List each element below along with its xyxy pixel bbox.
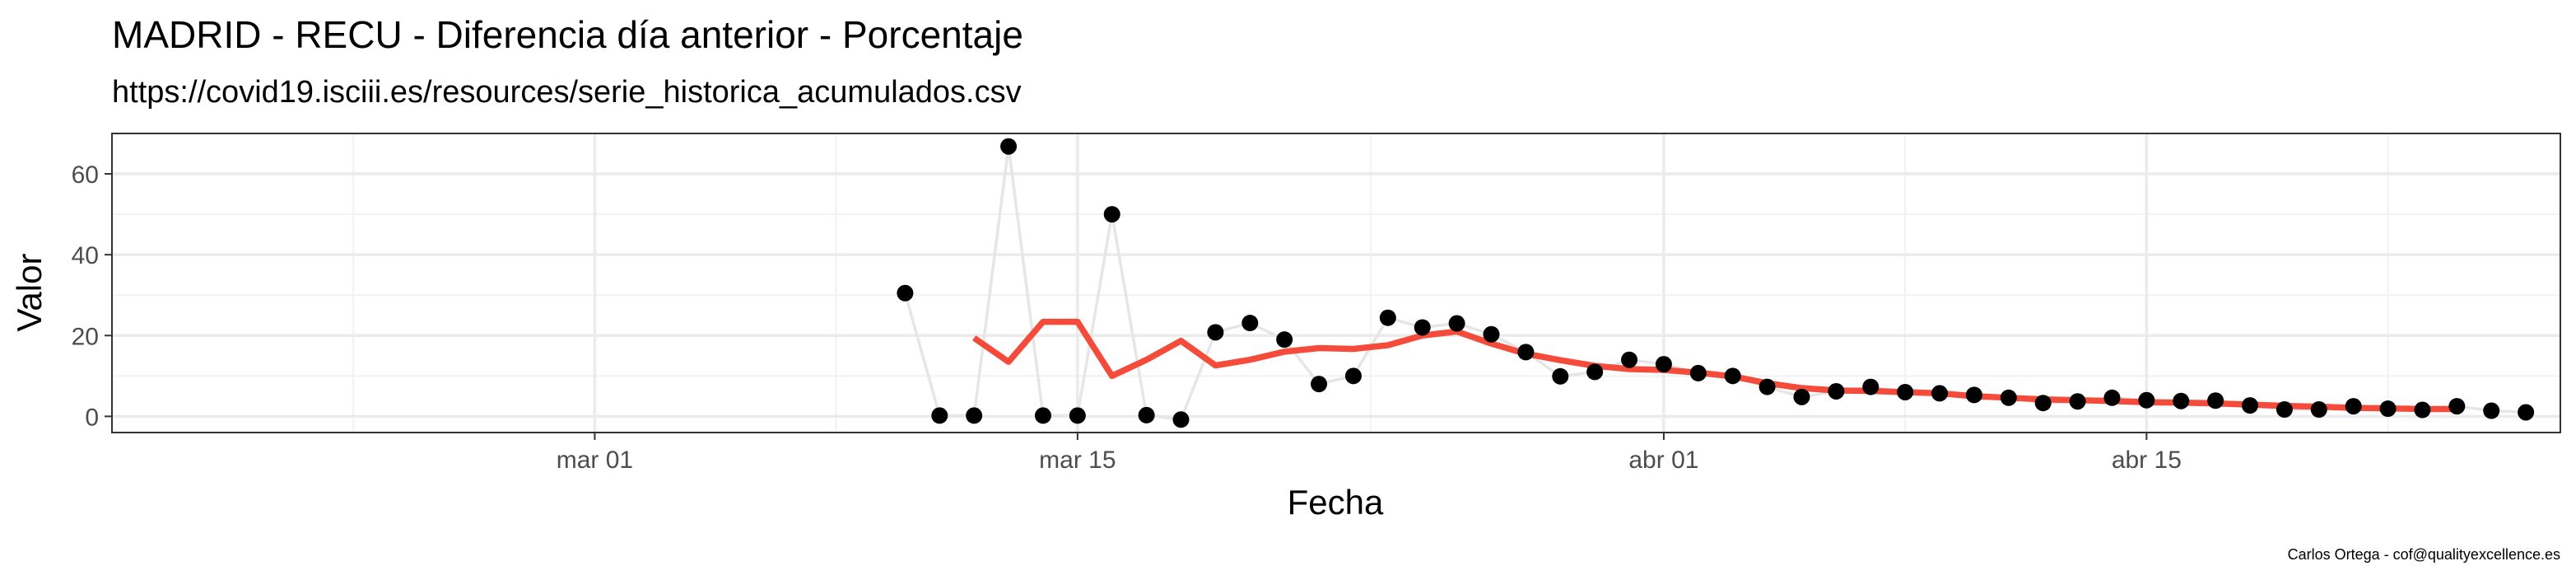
data-point: [1552, 367, 1569, 385]
chart-title: MADRID - RECU - Diferencia día anterior …: [112, 13, 1023, 56]
x-tick-label: mar 01: [557, 447, 633, 474]
chart-subtitle: https://covid19.isciii.es/resources/seri…: [112, 75, 1022, 110]
data-point: [1965, 386, 1982, 404]
y-tick-label: 60: [72, 161, 99, 189]
data-point: [1414, 319, 1431, 336]
data-point: [2518, 404, 2535, 421]
data-point: [1276, 331, 1293, 348]
data-point: [2138, 391, 2155, 409]
data-point: [1621, 351, 1638, 368]
data-point: [2242, 397, 2259, 414]
x-tick-label: abr 15: [2112, 447, 2182, 474]
y-tick-label: 0: [85, 404, 99, 431]
data-point: [1724, 367, 1741, 385]
grid-lines: [112, 133, 2560, 433]
data-point: [2345, 398, 2362, 415]
chart-caption: Carlos Ortega - cof@qualityexcellence.es: [2288, 546, 2560, 563]
data-point: [1586, 363, 1604, 381]
data-point: [2310, 401, 2327, 419]
data-point: [1758, 378, 1776, 395]
data-point: [2000, 389, 2017, 406]
data-point: [2173, 392, 2190, 409]
data-point: [2483, 402, 2500, 419]
data-point: [1931, 385, 1949, 402]
data-point: [1034, 407, 1051, 424]
data-point: [966, 407, 983, 424]
x-axis-title: Fecha: [1288, 483, 1384, 522]
data-point: [1311, 376, 1328, 393]
data-point: [1793, 388, 1810, 405]
data-point: [931, 407, 948, 424]
data-point: [1483, 325, 1500, 343]
data-point: [1207, 324, 1224, 341]
data-point: [2379, 400, 2397, 418]
x-tick-label: mar 15: [1039, 447, 1116, 474]
x-tick-label: abr 01: [1628, 447, 1698, 474]
data-point: [2276, 401, 2293, 419]
data-points: [897, 138, 2535, 428]
axes: 0 20 40 60 mar 01 mar 15 abr 01 abr 15: [72, 133, 2561, 474]
data-point: [1172, 411, 1190, 428]
y-axis-title: Valor: [10, 254, 49, 332]
data-point: [2103, 389, 2121, 406]
data-point: [2034, 395, 2052, 412]
y-tick-label: 40: [72, 242, 99, 269]
data-point: [2207, 392, 2224, 409]
data-point: [1862, 378, 1880, 395]
data-point: [1448, 315, 1465, 332]
data-point: [1655, 356, 1672, 373]
data-point: [897, 284, 914, 302]
data-point: [1517, 344, 1535, 361]
data-point: [2069, 393, 2086, 410]
y-tick-label: 20: [72, 323, 99, 350]
data-point: [2414, 401, 2431, 419]
data-point: [1241, 315, 1259, 332]
panel-border: [111, 133, 2561, 433]
data-point: [1828, 382, 1845, 400]
data-point: [1138, 406, 1155, 423]
data-point: [1103, 206, 1120, 223]
data-point: [1379, 309, 1396, 326]
data-point: [1000, 138, 1018, 155]
data-point: [1689, 364, 1707, 381]
data-point: [1344, 367, 1362, 385]
panel-background-rect: [112, 133, 2560, 433]
data-point: [1069, 407, 1086, 424]
data-point: [1897, 383, 1914, 400]
plot-panel: [112, 133, 2560, 433]
data-point: [2448, 398, 2466, 415]
